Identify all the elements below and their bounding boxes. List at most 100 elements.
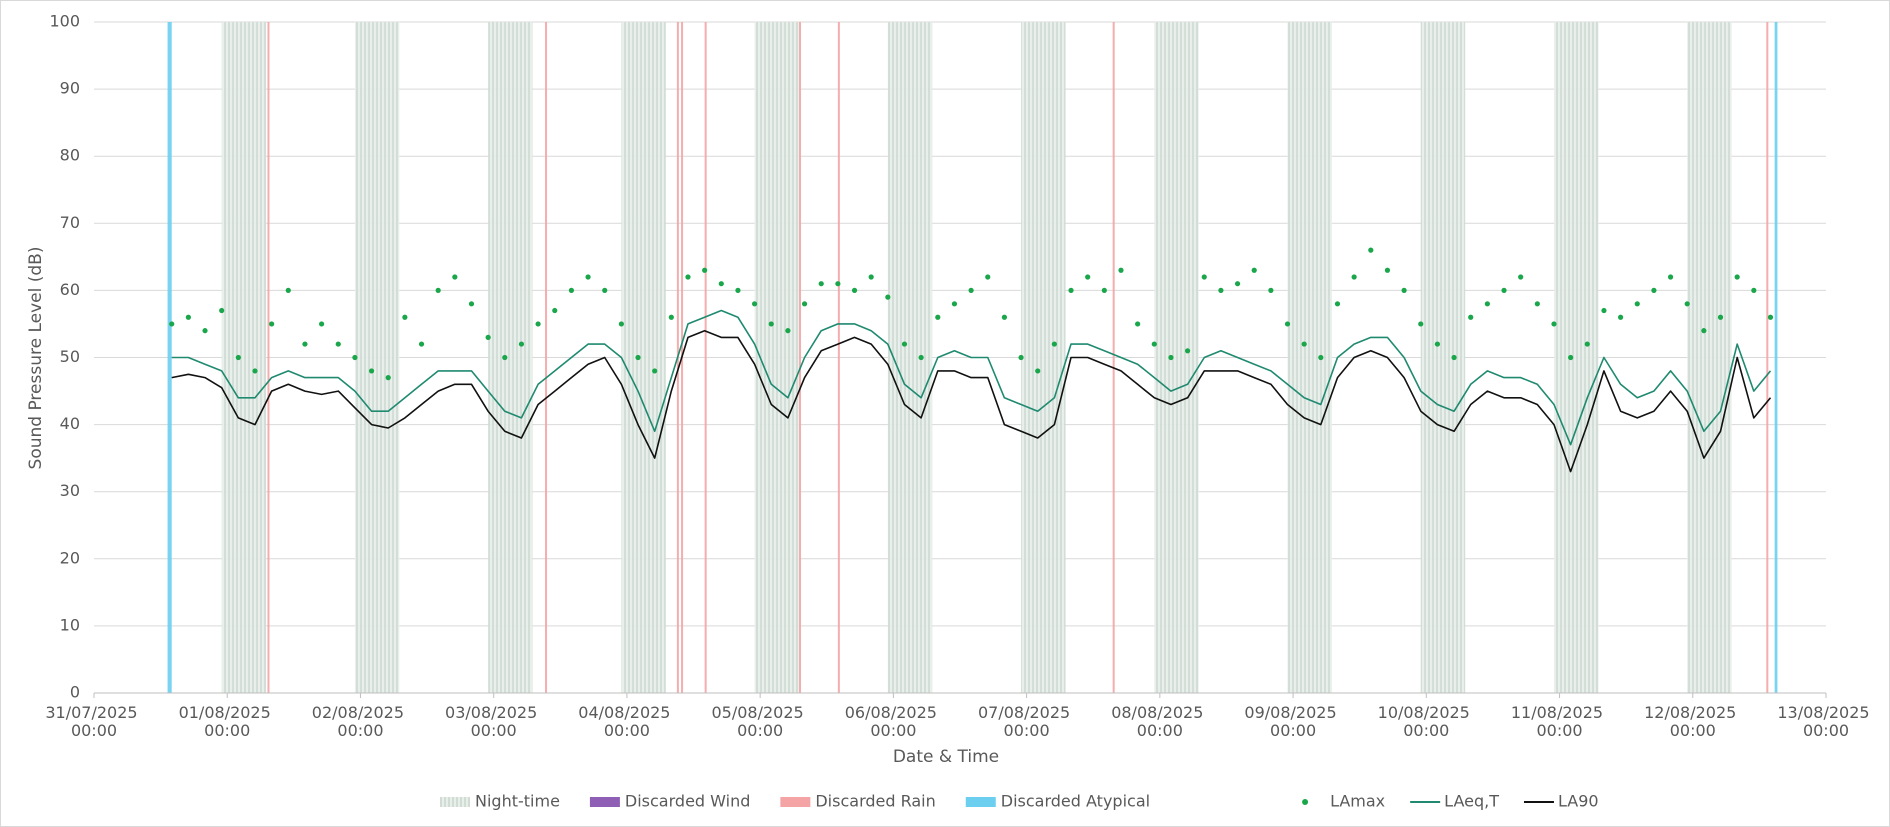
- data-point: [1451, 354, 1457, 361]
- data-point: [435, 287, 441, 293]
- y-tick-label: 20: [60, 548, 80, 567]
- data-point: [1334, 301, 1341, 307]
- period-band: [1420, 22, 1466, 693]
- legend-label: Night-time: [475, 792, 560, 811]
- data-point: [535, 321, 541, 327]
- data-point: [418, 341, 425, 347]
- y-tick-label: 40: [60, 414, 80, 433]
- data-point: [402, 314, 408, 320]
- legend-label: LAmax: [1330, 792, 1385, 811]
- data-point: [785, 328, 791, 334]
- data-point: [169, 321, 175, 327]
- data-point: [1185, 348, 1191, 354]
- data-point: [618, 321, 624, 327]
- data-point: [1484, 301, 1490, 307]
- data-point: [1434, 341, 1441, 347]
- data-point: [368, 368, 375, 374]
- data-point: [452, 274, 458, 280]
- data-point: [269, 321, 275, 327]
- data-point: [1101, 287, 1107, 293]
- data-point: [985, 274, 991, 280]
- data-point: [518, 341, 525, 347]
- data-point: [1518, 274, 1524, 280]
- period-band: [887, 22, 933, 693]
- data-point: [885, 294, 891, 300]
- period-band: [1287, 22, 1332, 693]
- period-band: [1112, 22, 1115, 693]
- y-tick-label: 30: [60, 481, 80, 500]
- period-band: [1766, 22, 1769, 693]
- data-point: [585, 274, 591, 280]
- data-point: [1651, 287, 1657, 293]
- data-point: [502, 354, 508, 361]
- x-tick-label: 13/08/2025 00:00: [1777, 703, 1874, 740]
- data-point: [901, 341, 908, 347]
- data-point: [735, 287, 741, 293]
- data-point: [1284, 321, 1291, 327]
- data-point: [335, 341, 341, 347]
- x-tick-label: 01/08/2025 00:00: [179, 703, 276, 740]
- data-point: [1401, 287, 1407, 293]
- data-point: [1767, 314, 1774, 320]
- period-band: [621, 22, 666, 693]
- data-point: [718, 281, 724, 287]
- data-point: [568, 287, 575, 293]
- period-band: [1774, 22, 1778, 693]
- legend-swatch: [589, 797, 620, 807]
- data-point: [835, 281, 841, 287]
- data-point: [968, 287, 974, 293]
- period-band: [1021, 22, 1066, 693]
- data-point: [1251, 267, 1257, 273]
- x-tick-label: 05/08/2025 00:00: [711, 703, 808, 740]
- data-point: [1018, 354, 1024, 361]
- data-point: [635, 354, 641, 361]
- data-point: [1268, 287, 1274, 293]
- y-axis-title: Sound Pressure Level (dB): [26, 247, 46, 470]
- data-point: [202, 328, 208, 334]
- y-tick-label: 0: [70, 683, 80, 702]
- data-point: [1168, 354, 1174, 361]
- data-point: [1234, 281, 1241, 287]
- data-point: [851, 287, 858, 293]
- legend-swatch: [780, 797, 811, 807]
- y-tick-label: 80: [60, 146, 80, 165]
- x-tick-label: 07/08/2025 00:00: [978, 703, 1075, 740]
- data-point: [1418, 321, 1424, 327]
- period-band: [221, 22, 267, 693]
- data-point: [1601, 307, 1607, 314]
- period-band: [267, 22, 270, 693]
- data-point: [1568, 354, 1574, 361]
- x-tick-label: 08/08/2025 00:00: [1111, 703, 1208, 740]
- y-tick-label: 50: [60, 347, 80, 366]
- data-point: [319, 321, 325, 327]
- legend-label: Discarded Rain: [815, 792, 935, 811]
- y-tick-label: 70: [60, 213, 80, 232]
- data-point: [235, 354, 241, 361]
- data-point: [1085, 274, 1091, 280]
- x-tick-label: 02/08/2025 00:00: [312, 703, 409, 740]
- period-band: [354, 22, 400, 693]
- data-point: [252, 368, 258, 374]
- legend-swatch: [1302, 799, 1309, 805]
- data-point: [1001, 314, 1008, 320]
- data-point: [1151, 341, 1157, 347]
- legend-swatch: [965, 797, 996, 807]
- data-point: [951, 301, 958, 307]
- data-point: [1051, 341, 1057, 347]
- legend-label: Discarded Wind: [625, 792, 750, 811]
- data-point: [352, 354, 358, 361]
- period-band: [754, 22, 800, 693]
- data-point: [652, 368, 658, 374]
- period-band: [1687, 22, 1732, 693]
- data-point: [1368, 247, 1374, 253]
- series-line: [171, 329, 1772, 473]
- x-tick-label: 31/07/2025 00:00: [45, 703, 142, 740]
- data-point: [801, 301, 808, 307]
- data-point: [702, 267, 708, 273]
- data-point: [485, 334, 491, 340]
- period-band: [488, 22, 533, 693]
- data-point: [668, 314, 674, 320]
- data-point: [1035, 368, 1041, 374]
- data-point: [1584, 341, 1590, 347]
